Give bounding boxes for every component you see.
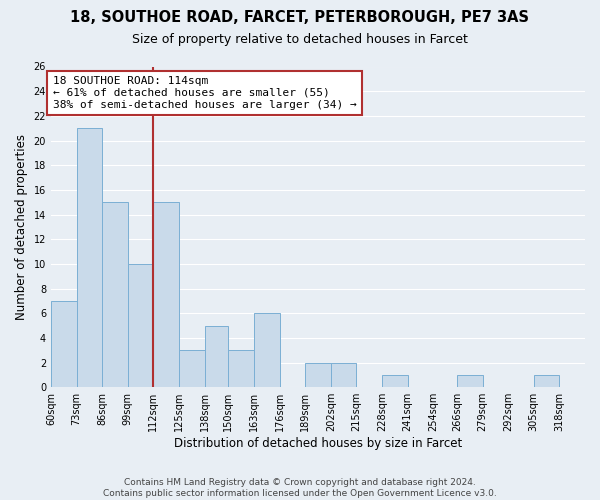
Bar <box>179 350 205 387</box>
Bar <box>305 362 331 387</box>
Bar <box>457 375 482 387</box>
Bar <box>228 350 254 387</box>
Bar <box>77 128 102 387</box>
X-axis label: Distribution of detached houses by size in Farcet: Distribution of detached houses by size … <box>174 437 462 450</box>
Bar <box>382 375 407 387</box>
Bar <box>51 301 77 387</box>
Text: 18, SOUTHOE ROAD, FARCET, PETERBOROUGH, PE7 3AS: 18, SOUTHOE ROAD, FARCET, PETERBOROUGH, … <box>71 10 530 25</box>
Bar <box>534 375 559 387</box>
Bar <box>128 264 154 387</box>
Text: 18 SOUTHOE ROAD: 114sqm
← 61% of detached houses are smaller (55)
38% of semi-de: 18 SOUTHOE ROAD: 114sqm ← 61% of detache… <box>53 76 356 110</box>
Bar <box>331 362 356 387</box>
Bar <box>154 202 179 387</box>
Y-axis label: Number of detached properties: Number of detached properties <box>15 134 28 320</box>
Text: Contains HM Land Registry data © Crown copyright and database right 2024.
Contai: Contains HM Land Registry data © Crown c… <box>103 478 497 498</box>
Bar <box>102 202 128 387</box>
Bar <box>205 326 228 387</box>
Text: Size of property relative to detached houses in Farcet: Size of property relative to detached ho… <box>132 32 468 46</box>
Bar <box>254 313 280 387</box>
